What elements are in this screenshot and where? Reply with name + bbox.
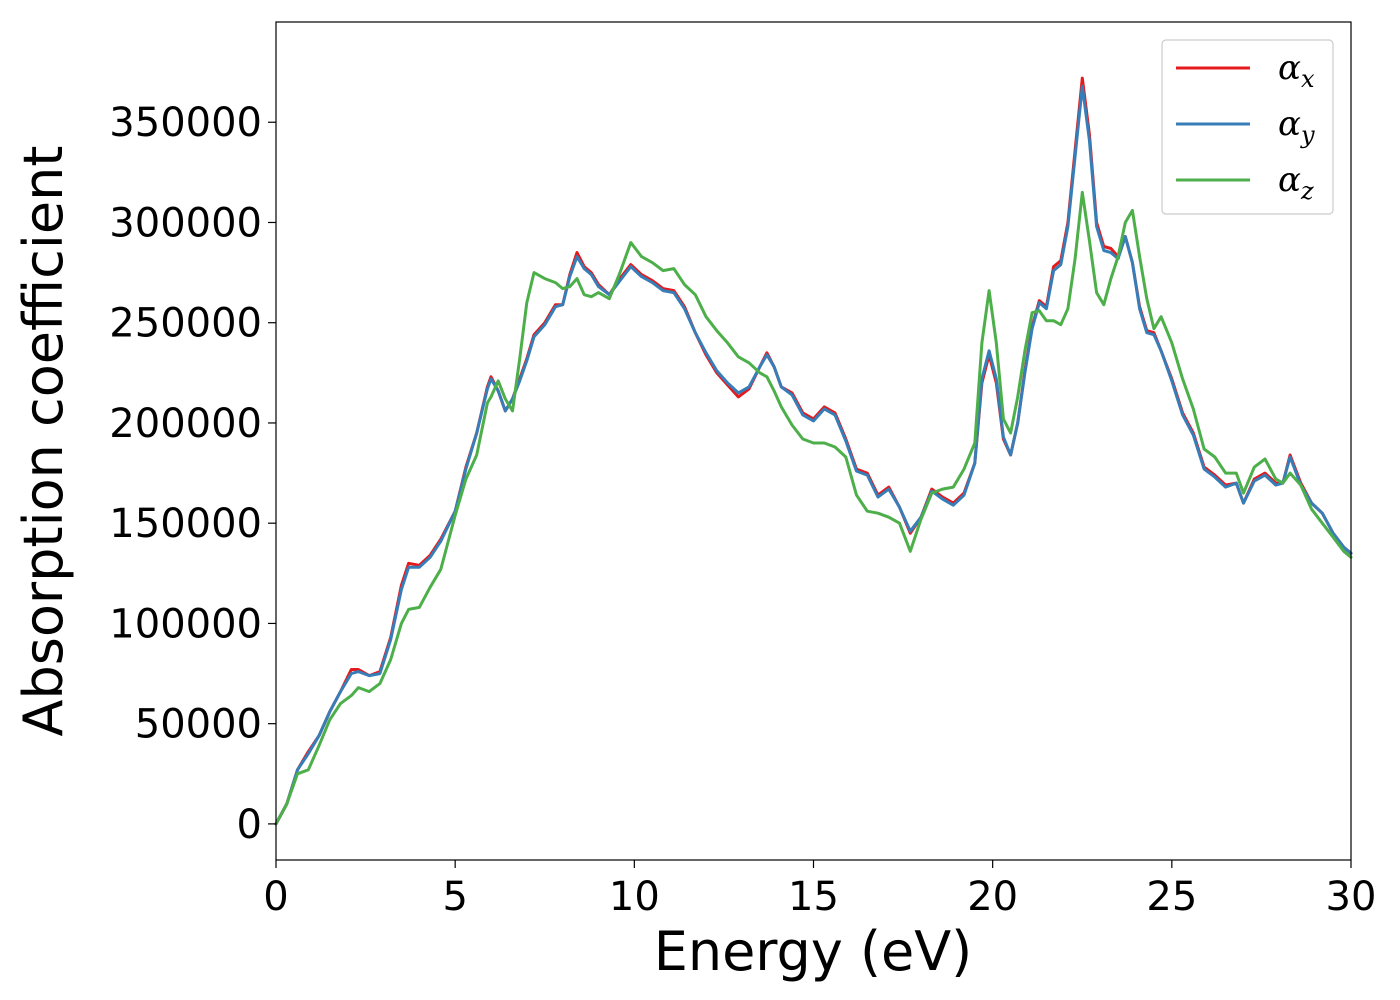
legend: αx αy αz bbox=[1161, 39, 1334, 215]
x-tick-label: 10 bbox=[609, 874, 660, 920]
legend-label-z: αz bbox=[1278, 160, 1314, 205]
y-tick-label: 250000 bbox=[109, 301, 262, 347]
x-axis: 0 5 10 15 20 25 30 bbox=[263, 860, 1376, 920]
x-tick-label: 20 bbox=[967, 874, 1018, 920]
y-tick-label: 200000 bbox=[109, 401, 262, 447]
y-tick-label: 100000 bbox=[109, 601, 262, 647]
legend-label-y: αy bbox=[1278, 104, 1315, 149]
y-axis: 0 50000 100000 150000 200000 250000 300000 3500… bbox=[109, 100, 276, 848]
legend-label-x: αx bbox=[1278, 48, 1315, 93]
y-tick-label: 300000 bbox=[109, 200, 262, 246]
legend-frame bbox=[1161, 39, 1334, 215]
x-tick-label: 30 bbox=[1326, 874, 1377, 920]
series-line-y bbox=[274, 84, 1353, 826]
x-tick-label: 15 bbox=[788, 874, 839, 920]
y-tick-label: 350000 bbox=[109, 100, 262, 146]
y-tick-label: 150000 bbox=[109, 501, 262, 547]
y-tick-label: 0 bbox=[237, 802, 262, 848]
series-layer bbox=[274, 76, 1353, 826]
y-axis-label: Absorption coefficient bbox=[12, 146, 75, 737]
x-tick-label: 25 bbox=[1146, 874, 1197, 920]
x-tick-label: 0 bbox=[263, 874, 288, 920]
series-line-z bbox=[274, 190, 1353, 826]
x-tick-label: 5 bbox=[442, 874, 467, 920]
x-axis-label: Energy (eV) bbox=[654, 920, 973, 983]
y-tick-label: 50000 bbox=[135, 702, 262, 748]
